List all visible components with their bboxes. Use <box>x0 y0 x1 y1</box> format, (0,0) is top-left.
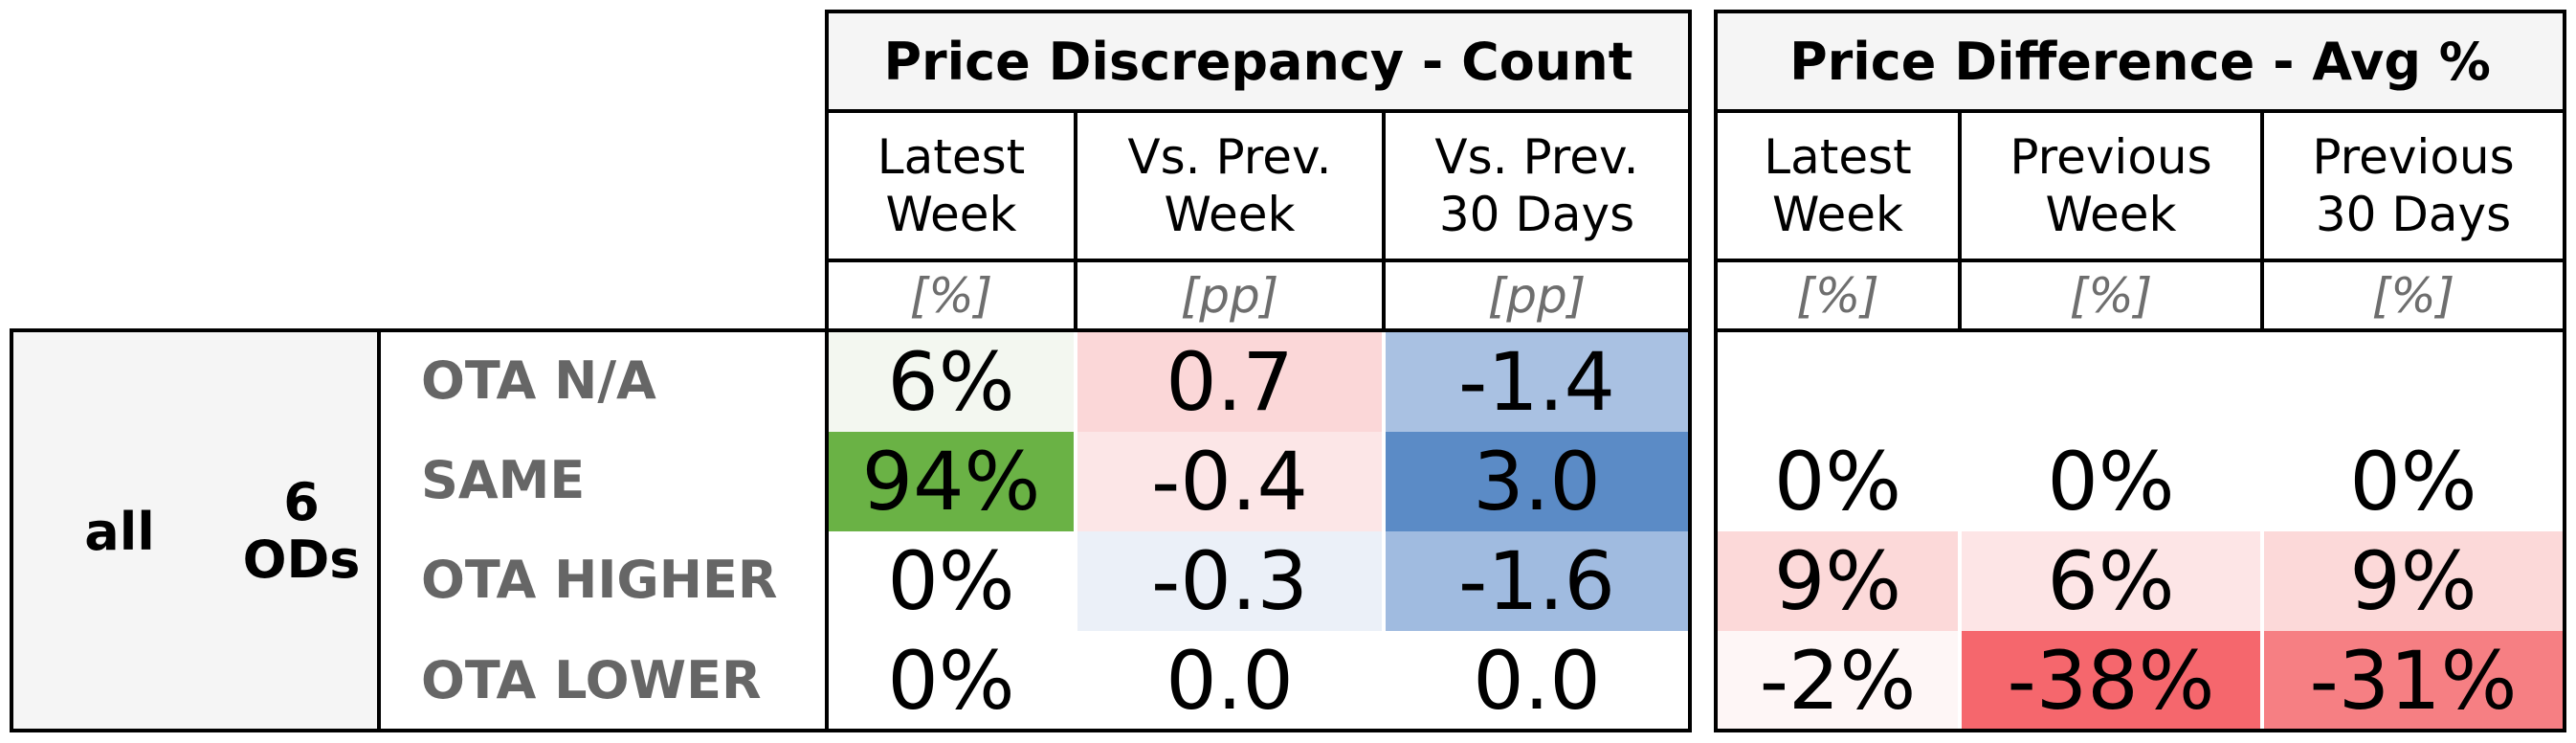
row-label-ota-lower: OTA LOWER <box>421 649 762 710</box>
avg-value-cell: 9% <box>1718 531 1958 631</box>
group-title-price-discrepancy: Price Discrepancy - Count <box>827 11 1690 111</box>
col-label-previous-week: Previous Week <box>2010 129 2212 242</box>
row-label-ota-na: OTA N/A <box>421 349 656 411</box>
row-group-count: 6 ODs <box>242 471 361 590</box>
unit-label: [%] <box>909 267 993 324</box>
avg-value-cell: -2% <box>1718 631 1958 731</box>
avg-value-cell: 0% <box>1718 432 1958 531</box>
count-value-cell: 94% <box>829 432 1074 531</box>
count-value-cell: 3.0 <box>1386 432 1688 531</box>
avg-value-cell <box>2264 332 2563 432</box>
avg-value-cell: -38% <box>1962 631 2260 731</box>
group-title-price-difference: Price Difference - Avg % <box>1716 11 2565 111</box>
unit-label: [%] <box>2069 267 2153 324</box>
row-group-panel <box>11 330 379 731</box>
count-value-cell: 0.0 <box>1077 631 1382 731</box>
row-label-ota-higher: OTA HIGHER <box>421 549 778 610</box>
count-value-cell: -0.3 <box>1077 531 1382 631</box>
unit-label: [%] <box>2371 267 2455 324</box>
avg-value-cell: 0% <box>2264 432 2563 531</box>
count-value-cell: -1.4 <box>1386 332 1688 432</box>
col-label-vs-prev-week: Vs. Prev. Week <box>1127 129 1332 242</box>
count-value-cell: 0% <box>829 531 1074 631</box>
avg-value-cell: -31% <box>2264 631 2563 731</box>
unit-label: [pp] <box>1487 267 1587 324</box>
avg-value-cell <box>1718 332 1958 432</box>
col-label-previous-30-days: Previous 30 Days <box>2312 129 2515 242</box>
col-label-vs-prev-30-days: Vs. Prev. 30 Days <box>1434 129 1639 242</box>
count-value-cell: 0.7 <box>1077 332 1382 432</box>
unit-label: [pp] <box>1180 267 1279 324</box>
count-value-cell: 0.0 <box>1386 631 1688 731</box>
col-label-latest-week: Latest Week <box>877 129 1026 242</box>
count-value-cell: 0% <box>829 631 1074 731</box>
row-group-name: all <box>84 501 155 562</box>
avg-value-cell: 9% <box>2264 531 2563 631</box>
count-value-cell: -1.6 <box>1386 531 1688 631</box>
avg-value-cell <box>1962 332 2260 432</box>
col-label-latest-week-avg: Latest Week <box>1764 129 1912 242</box>
row-label-same: SAME <box>421 449 586 510</box>
count-value-cell: -0.4 <box>1077 432 1382 531</box>
avg-value-cell: 0% <box>1962 432 2260 531</box>
count-value-cell: 6% <box>829 332 1074 432</box>
avg-value-cell: 6% <box>1962 531 2260 631</box>
unit-label: [%] <box>1796 267 1879 324</box>
